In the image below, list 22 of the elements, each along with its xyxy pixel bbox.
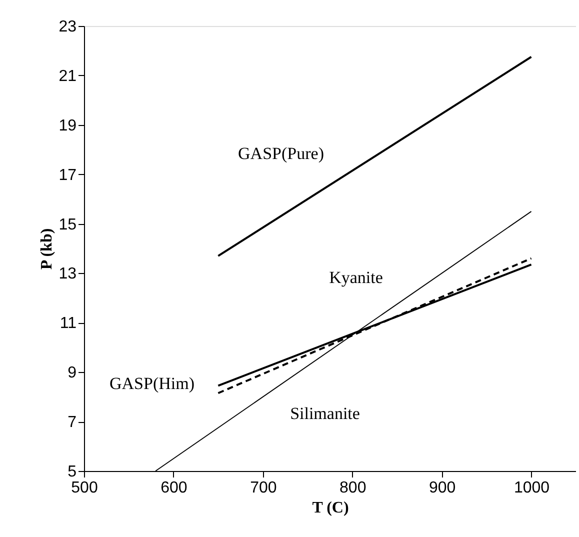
y-tick-label: 19 xyxy=(58,117,77,134)
x-tick-label: 1000 xyxy=(514,480,550,496)
y-tick-label: 21 xyxy=(58,68,77,85)
x-tick-label: 800 xyxy=(340,480,366,496)
annotation: GASP(Him) xyxy=(109,374,195,393)
y-tick-label: 5 xyxy=(68,464,77,480)
y-tick-label: 13 xyxy=(58,266,77,283)
y-tick-label: 15 xyxy=(58,216,77,234)
x-tick-label: 900 xyxy=(428,480,456,496)
y-tick-label: 23 xyxy=(58,18,77,36)
annotation: Kyanite xyxy=(329,268,383,287)
annotation: GASP(Pure) xyxy=(238,144,324,163)
x-tick-label: 500 xyxy=(71,480,98,496)
x-tick-label: 700 xyxy=(250,480,277,496)
y-tick-label: 17 xyxy=(58,166,77,184)
x-axis-title: T (C) xyxy=(312,500,349,516)
y-axis-title: P (kb) xyxy=(38,228,56,270)
annotation: Silimanite xyxy=(290,404,360,423)
y-tick-label: 11 xyxy=(60,315,77,332)
y-tick-label: 7 xyxy=(68,414,77,432)
y-tick-label: 9 xyxy=(68,364,77,382)
x-tick-label: 600 xyxy=(160,480,188,496)
